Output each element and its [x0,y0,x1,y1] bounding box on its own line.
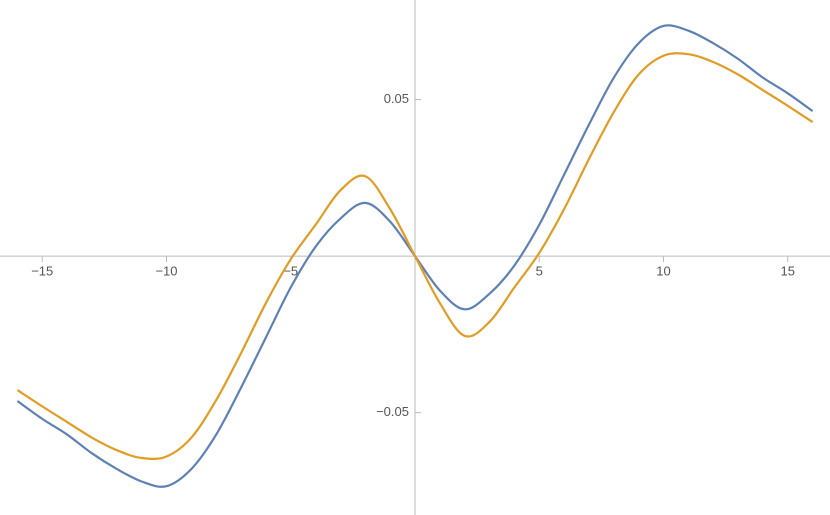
series-line [16,52,814,461]
x-tick-label: −15 [31,264,53,279]
y-tick-label: 0.05 [384,91,409,106]
y-tick-label: −0.05 [376,404,409,419]
x-tick-label: 15 [781,264,795,279]
x-tick-label: −10 [155,264,177,279]
x-tick-label: 10 [656,264,670,279]
x-tick-label: 5 [536,264,543,279]
